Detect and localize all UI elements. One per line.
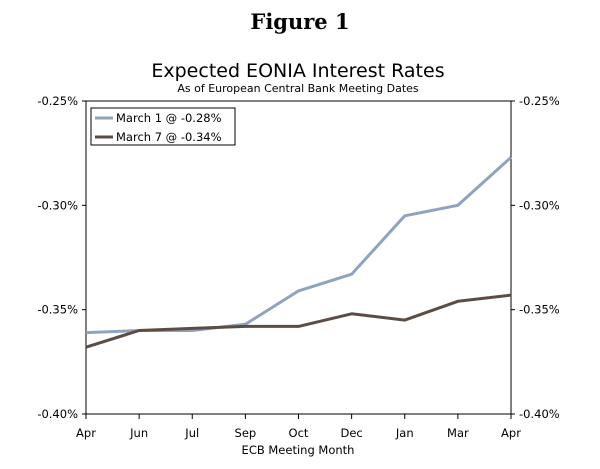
legend-label-march-1: March 1 @ -0.28% <box>116 111 222 125</box>
x-axis-label: ECB Meeting Month <box>242 443 355 457</box>
y-tick-label-right: -0.30% <box>519 198 560 212</box>
x-tick-label: Jan <box>395 426 414 440</box>
series-line-march-7 <box>85 293 512 349</box>
plot-area <box>85 100 512 415</box>
legend-box <box>90 107 236 146</box>
x-tick-label: Mar <box>447 426 469 440</box>
y-axis-right: -0.25% -0.30% -0.35% -0.40% <box>511 94 560 421</box>
x-axis: Apr Jun Jul Sep Oct Dec Jan Mar Apr <box>76 414 521 440</box>
y-tick-label-left: -0.40% <box>37 407 78 421</box>
chart-subtitle: As of European Central Bank Meeting Date… <box>177 82 419 95</box>
x-tick-label: Dec <box>340 426 362 440</box>
chart-title: Expected EONIA Interest Rates <box>151 60 444 82</box>
x-tick-label: Sep <box>235 426 257 440</box>
legend: March 1 @ -0.28% March 7 @ -0.34% <box>90 107 236 146</box>
x-tick-label: Oct <box>289 426 309 440</box>
x-tick-label: Jul <box>184 426 199 440</box>
y-tick-label-left: -0.25% <box>37 94 78 108</box>
x-tick-label: Apr <box>501 426 521 440</box>
x-tick-label: Jun <box>129 426 148 440</box>
y-tick-label-left: -0.30% <box>37 198 78 212</box>
y-tick-label-left: -0.35% <box>37 303 78 317</box>
series-group <box>85 156 513 349</box>
x-tick-label: Apr <box>76 426 96 440</box>
y-tick-label-right: -0.25% <box>519 94 560 108</box>
y-axis-left: -0.25% -0.30% -0.35% -0.40% <box>37 94 86 421</box>
y-tick-label-right: -0.40% <box>519 407 560 421</box>
y-tick-label-right: -0.35% <box>519 303 560 317</box>
legend-label-march-7: March 7 @ -0.34% <box>116 130 222 144</box>
figure-title: Figure 1 <box>250 9 350 34</box>
